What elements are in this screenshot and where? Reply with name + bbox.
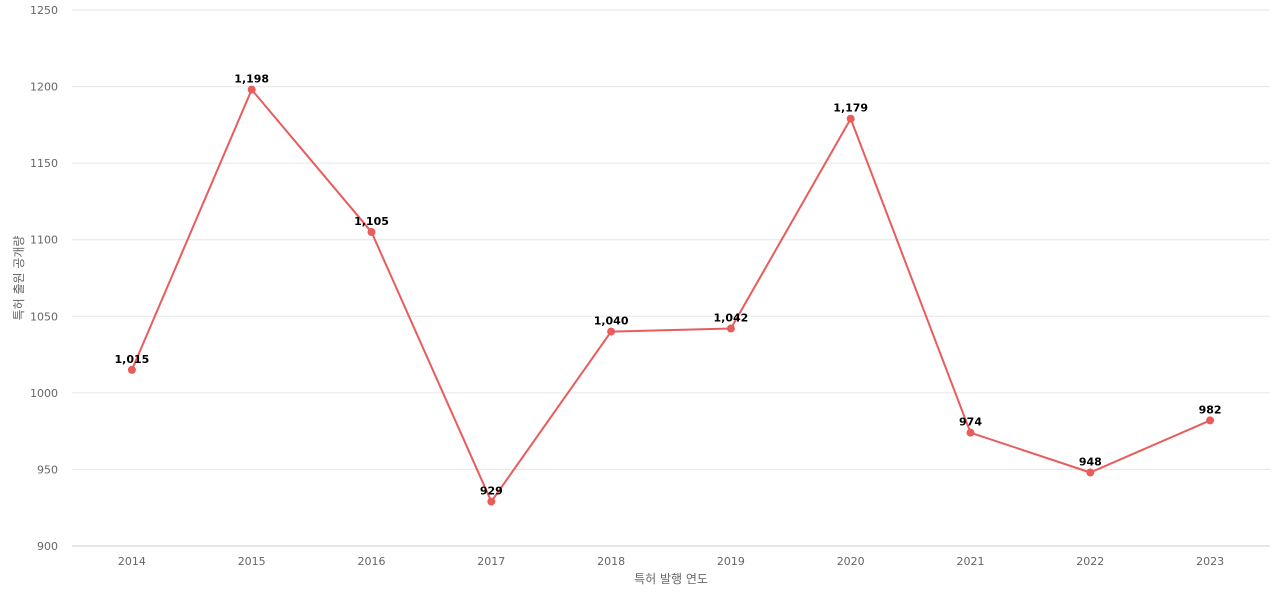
data-label: 1,015 (115, 353, 150, 366)
x-tick-label: 2021 (957, 555, 985, 568)
data-point[interactable] (1086, 468, 1095, 477)
x-tick-label: 2019 (717, 555, 745, 568)
x-tick-label: 2015 (238, 555, 266, 568)
data-label: 1,040 (594, 315, 629, 328)
y-tick-label: 1200 (30, 81, 58, 94)
x-axis-ticks: 2014 2015 2016 2017 2018 2019 2020 2021 2022 2023 (118, 555, 1224, 568)
data-point[interactable] (1206, 416, 1215, 425)
data-label: 929 (480, 485, 503, 498)
data-label: 1,198 (234, 73, 269, 86)
data-labels: 1,015 1,198 1,105 929 1,040 1,042 1,179 974 948 9… (115, 73, 1222, 498)
data-label: 1,105 (354, 215, 389, 228)
x-tick-label: 2014 (118, 555, 146, 568)
y-tick-label: 900 (37, 540, 58, 553)
x-tick-label: 2023 (1196, 555, 1224, 568)
series-layer (127, 85, 1215, 506)
x-tick-label: 2017 (477, 555, 505, 568)
y-tick-label: 1250 (30, 4, 58, 17)
y-axis-title: 특허 출원 공개량 (12, 236, 26, 321)
data-point[interactable] (726, 324, 735, 333)
x-tick-label: 2022 (1076, 555, 1104, 568)
data-point[interactable] (966, 428, 975, 437)
y-tick-label: 1150 (30, 157, 58, 170)
data-label: 1,179 (833, 102, 868, 115)
data-label: 974 (959, 416, 982, 429)
y-axis-ticks: 1250 1200 1150 1100 1050 1000 950 900 (30, 4, 58, 553)
y-tick-label: 1100 (30, 234, 58, 247)
data-point[interactable] (487, 497, 496, 506)
series-line (130, 88, 1211, 503)
data-point[interactable] (367, 228, 376, 237)
x-axis-title: 특허 발행 연도 (634, 571, 708, 586)
data-point[interactable] (127, 365, 136, 374)
data-point[interactable] (846, 114, 855, 123)
data-point[interactable] (247, 85, 256, 94)
x-tick-label: 2020 (837, 555, 865, 568)
data-label: 948 (1079, 455, 1102, 468)
data-label: 1,042 (714, 312, 749, 325)
x-tick-label: 2018 (597, 555, 625, 568)
gridlines (72, 9, 1270, 547)
y-tick-label: 950 (37, 463, 58, 476)
x-tick-label: 2016 (358, 555, 386, 568)
data-label: 982 (1199, 403, 1222, 416)
y-tick-label: 1050 (30, 310, 58, 323)
y-tick-label: 1000 (30, 387, 58, 400)
data-point[interactable] (607, 327, 616, 336)
